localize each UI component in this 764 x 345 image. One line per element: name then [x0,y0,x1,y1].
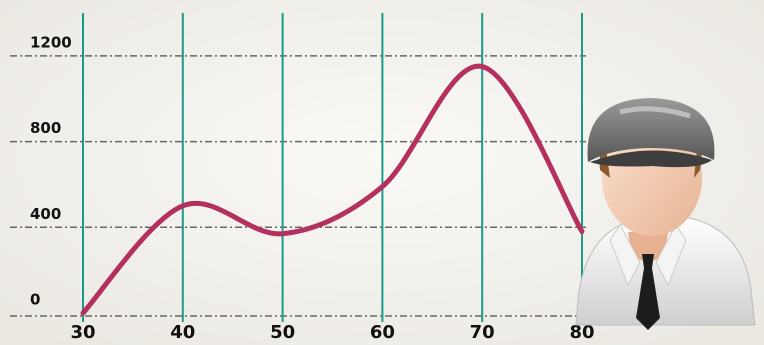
y-tick-label: 800 [30,119,61,137]
y-tick-label: 0 [30,291,40,309]
x-tick-label: 70 [470,322,495,343]
x-tick-label: 50 [270,322,295,343]
x-tick-label: 30 [70,322,95,343]
x-tick-label: 60 [370,322,395,343]
y-tick-label: 1200 [30,33,72,51]
chart: 04008001200304050607080 [0,0,764,345]
x-tick-label: 40 [170,322,195,343]
y-tick-label: 400 [30,205,61,223]
